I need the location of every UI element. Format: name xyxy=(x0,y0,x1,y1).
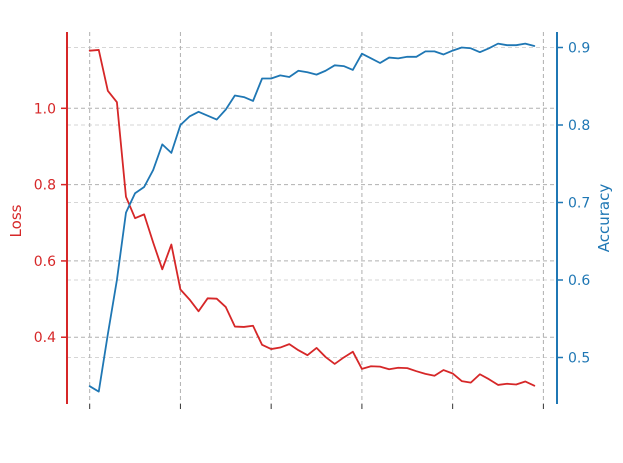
right-grid xyxy=(67,47,557,358)
left-y-axis-title: Loss xyxy=(7,204,25,237)
loss-series-line xyxy=(88,49,536,387)
right-y-tick-label: 0.7 xyxy=(568,196,590,212)
right-y-tick-label: 0.6 xyxy=(568,273,590,289)
left-y-tick-label: 0.8 xyxy=(34,178,56,194)
x-grid xyxy=(89,32,544,404)
left-y-tick-label: 0.6 xyxy=(34,254,56,270)
left-grid xyxy=(67,107,557,338)
accuracy-series-line xyxy=(88,42,536,393)
x-ticks xyxy=(89,404,544,409)
right-y-tick-label: 0.8 xyxy=(568,118,590,134)
left-y-ticks: 0.4 0.6 0.8 1.0 xyxy=(34,101,67,346)
left-y-tick-label: 0.4 xyxy=(34,330,56,346)
right-y-axis-title: Accuracy xyxy=(595,184,613,253)
right-y-tick-label: 0.9 xyxy=(568,41,590,57)
right-y-tick-label: 0.5 xyxy=(568,351,590,367)
series-layer xyxy=(88,42,536,393)
left-y-tick-label: 1.0 xyxy=(34,101,56,117)
right-y-ticks: 0.5 0.6 0.7 0.8 0.9 xyxy=(557,41,590,367)
